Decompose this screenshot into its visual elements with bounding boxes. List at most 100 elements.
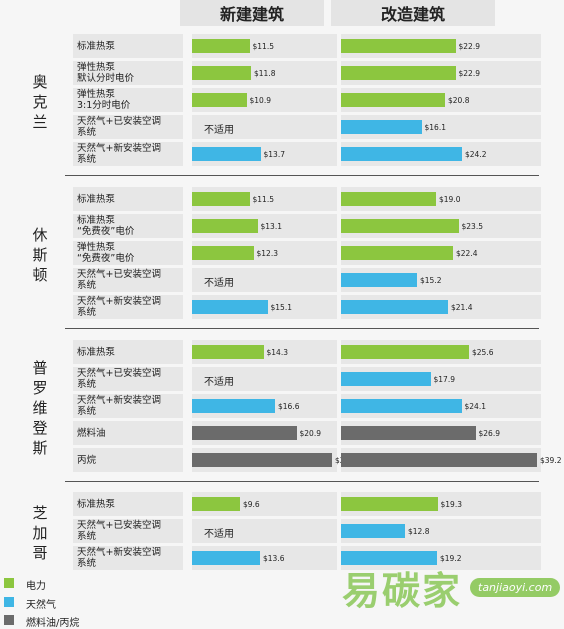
bar-retrofit [341, 246, 453, 260]
row-label: 标准热泵 [73, 340, 183, 364]
row-label: 丙烷 [73, 448, 183, 472]
bar-new [192, 426, 297, 440]
row-label-line: 燃料油 [77, 427, 106, 439]
value-label-new: $11.8 [254, 69, 276, 78]
value-label-retrofit: $22.9 [458, 42, 480, 51]
row-label-line: 系统 [77, 531, 97, 542]
bar-new [192, 300, 268, 314]
row-label-line: 天然气+已安装空调 [77, 520, 161, 531]
value-label-new: $14.3 [266, 348, 288, 357]
na-label: 不适用 [204, 278, 234, 289]
row-label: 天然气+新安装空调 系统 [73, 546, 183, 570]
bar-cell-new [192, 115, 337, 139]
bar-new [192, 453, 332, 467]
row-label-line: 标准热泵 [77, 498, 116, 510]
city-label: 休斯顿 [32, 225, 48, 284]
bar-retrofit [341, 453, 537, 467]
row-label: 天然气+已安装空调 系统 [73, 367, 183, 391]
row-label-line: 默认分时电价 [77, 73, 135, 84]
row-label-line: 系统 [77, 127, 97, 138]
group-divider [65, 328, 539, 329]
row-label: 弹性热泵 3:1分时电价 [73, 88, 183, 112]
legend-swatch [4, 615, 14, 625]
value-label-new: $13.7 [263, 150, 285, 159]
bar-retrofit [341, 551, 437, 565]
watermark-brand: 易碳家 [342, 569, 463, 613]
value-label-retrofit: $22.4 [456, 249, 478, 258]
value-label-new: $20.9 [299, 429, 321, 438]
legend-label: 燃料油/丙烷 [26, 618, 80, 629]
row-label-line: 天然气+已安装空调 [77, 269, 161, 280]
bar-new [192, 219, 258, 233]
bar-new [192, 497, 240, 511]
row-label-line: 标准热泵 [77, 193, 116, 205]
legend-swatch [4, 578, 14, 588]
bar-retrofit [341, 273, 417, 287]
row-label: 弹性热泵 “免费夜”电价 [73, 241, 183, 265]
row-label-line: 丙烷 [77, 454, 97, 466]
row-label-line: 系统 [77, 307, 97, 318]
bar-retrofit [341, 192, 436, 206]
row-label-line: 标准热泵 [77, 215, 116, 226]
row-label-line: 天然气+已安装空调 [77, 368, 161, 379]
bar-retrofit [341, 219, 459, 233]
bar-new [192, 345, 264, 359]
row-label: 标准热泵 “免费夜”电价 [73, 214, 183, 238]
watermark-site: tanjiaoyi.com [470, 578, 561, 597]
bar-new [192, 39, 250, 53]
city-label: 普罗维登斯 [32, 358, 48, 457]
value-label-retrofit: $26.9 [478, 429, 500, 438]
row-label-line: “免费夜”电价 [77, 253, 135, 264]
row-label: 天然气+新安装空调 系统 [73, 295, 183, 319]
row-label-line: 弹性热泵 [77, 242, 116, 253]
city-label: 芝加哥 [32, 503, 48, 562]
row-label: 天然气+新安装空调 系统 [73, 394, 183, 418]
row-label-line: 标准热泵 [77, 40, 116, 52]
value-label-new: $9.6 [243, 500, 260, 509]
row-label: 天然气+已安装空调 系统 [73, 268, 183, 292]
row-label: 天然气+新安装空调 系统 [73, 142, 183, 166]
row-label-line: “免费夜”电价 [77, 226, 135, 237]
row-label: 标准热泵 [73, 187, 183, 211]
row-label: 弹性热泵 默认分时电价 [73, 61, 183, 85]
column-header: 新建建筑 [180, 0, 324, 26]
bar-retrofit [341, 147, 462, 161]
value-label-retrofit: $12.8 [408, 527, 430, 536]
row-label-line: 天然气+新安装空调 [77, 395, 161, 406]
value-label-retrofit: $17.9 [433, 375, 455, 384]
value-label-new: $13.1 [260, 222, 282, 231]
bar-retrofit [341, 497, 438, 511]
bar-retrofit [341, 399, 462, 413]
value-label-retrofit: $22.9 [458, 69, 480, 78]
row-label-line: 天然气+已安装空调 [77, 116, 161, 127]
bar-new [192, 551, 260, 565]
bar-retrofit [341, 120, 422, 134]
row-label-line: 天然气+新安装空调 [77, 547, 161, 558]
bar-cell-new [192, 519, 337, 543]
row-label-line: 系统 [77, 280, 97, 291]
value-label-new: $13.6 [263, 554, 285, 563]
row-label-line: 标准热泵 [77, 346, 116, 358]
value-label-retrofit: $21.4 [451, 303, 473, 312]
column-header: 改造建筑 [331, 0, 495, 26]
bar-retrofit [341, 372, 431, 386]
group-divider [65, 481, 539, 482]
bar-new [192, 147, 261, 161]
legend-label: 电力 [26, 581, 46, 592]
bar-cell-new [192, 367, 337, 391]
na-label: 不适用 [204, 529, 234, 540]
row-label-line: 弹性热泵 [77, 89, 116, 100]
bar-new [192, 246, 254, 260]
value-label-retrofit: $16.1 [424, 123, 446, 132]
value-label-retrofit: $25.6 [472, 348, 494, 357]
value-label-new: $10.9 [249, 96, 271, 105]
bar-new [192, 192, 250, 206]
row-label: 天然气+已安装空调 系统 [73, 115, 183, 139]
bar-retrofit [341, 93, 445, 107]
bar-retrofit [341, 300, 448, 314]
bar-new [192, 93, 247, 107]
row-label: 标准热泵 [73, 492, 183, 516]
row-label-line: 系统 [77, 406, 97, 417]
value-label-retrofit: $23.5 [461, 222, 483, 231]
row-label: 燃料油 [73, 421, 183, 445]
